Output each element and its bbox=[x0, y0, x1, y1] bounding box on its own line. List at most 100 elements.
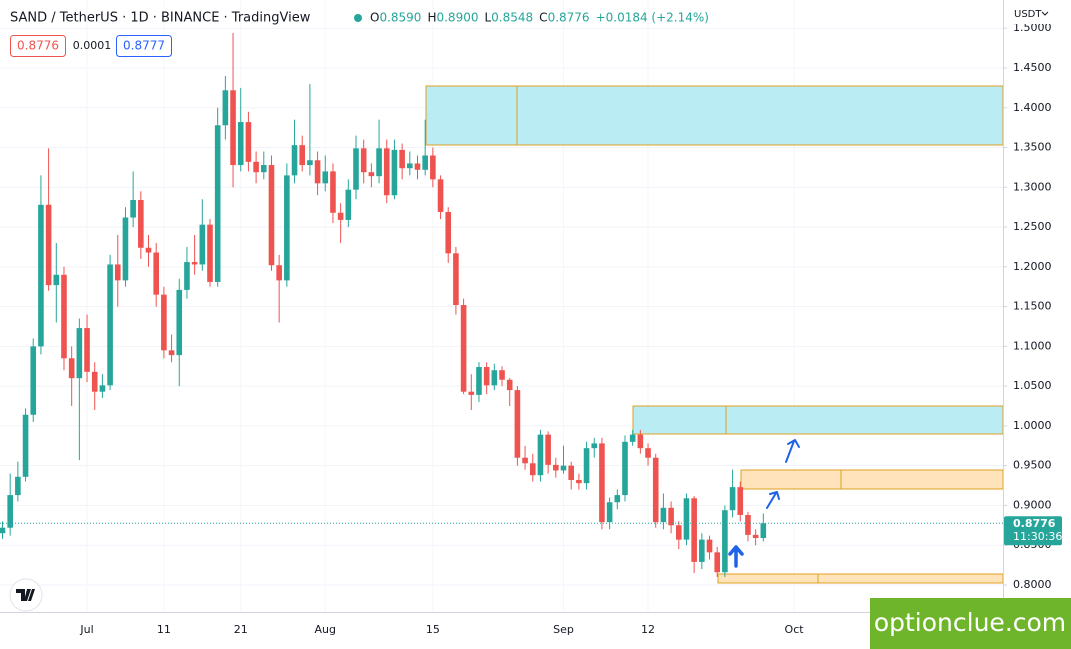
candle-body bbox=[207, 224, 213, 282]
candle-body bbox=[176, 289, 183, 356]
up-arrow bbox=[785, 439, 800, 463]
candle-body bbox=[15, 476, 21, 496]
candle-body bbox=[506, 379, 513, 391]
candle-body bbox=[660, 507, 667, 523]
candle-body bbox=[691, 498, 697, 562]
candle-body bbox=[553, 464, 559, 471]
sell-badge[interactable] bbox=[10, 35, 66, 57]
candle-body bbox=[61, 274, 67, 359]
candle-body bbox=[291, 145, 298, 176]
supply-zone bbox=[425, 85, 1004, 146]
candle-body bbox=[491, 370, 498, 386]
candle-body bbox=[376, 148, 382, 177]
candle-body bbox=[314, 160, 321, 184]
candle-body bbox=[430, 155, 436, 180]
y-tick-label: 1.4500 bbox=[1013, 61, 1052, 74]
candle-body bbox=[122, 217, 129, 281]
zones bbox=[425, 85, 1004, 584]
spread: 0.0001 bbox=[73, 39, 112, 52]
candle-body bbox=[437, 179, 444, 212]
candle-body bbox=[407, 163, 413, 169]
candle-body bbox=[284, 175, 290, 281]
candle-body bbox=[745, 514, 751, 535]
candle-body bbox=[545, 434, 551, 465]
y-tick-label: 1.0000 bbox=[1013, 419, 1052, 432]
candle-body bbox=[499, 370, 505, 380]
ohlc-value: 0.8590 bbox=[379, 11, 421, 25]
x-tick-label: 11 bbox=[157, 623, 171, 636]
candle-body bbox=[184, 262, 190, 290]
candle-body bbox=[168, 350, 175, 356]
candle-body bbox=[683, 498, 690, 540]
x-tick-label: 21 bbox=[234, 623, 248, 636]
y-tick-label: 1.2500 bbox=[1013, 220, 1052, 233]
candle-body bbox=[38, 204, 44, 347]
y-tick-label: 1.0500 bbox=[1013, 379, 1052, 392]
candle-body bbox=[622, 441, 628, 496]
candle-body bbox=[675, 525, 682, 540]
candle-body bbox=[383, 148, 390, 196]
candle-body bbox=[522, 457, 528, 464]
candle-body bbox=[253, 161, 259, 173]
candle-body bbox=[606, 502, 613, 523]
chevron[interactable] bbox=[1041, 11, 1049, 16]
grid bbox=[0, 27, 1003, 586]
candle-body bbox=[752, 534, 759, 539]
candle-body bbox=[560, 465, 567, 471]
candle-body bbox=[76, 328, 83, 379]
annotations bbox=[728, 439, 800, 568]
chart-title: SAND / TetherUS · 1D · BINANCE · Trading… bbox=[10, 11, 311, 26]
candle-body bbox=[353, 148, 359, 190]
candle-body bbox=[652, 457, 659, 523]
candle-body bbox=[237, 122, 244, 166]
y-tick-label: 1.5000 bbox=[1013, 21, 1052, 34]
ohlc-value: 0.8776 bbox=[548, 11, 590, 25]
buy-badge[interactable] bbox=[116, 35, 172, 57]
candle-body bbox=[714, 552, 721, 573]
candle-body bbox=[645, 448, 651, 458]
demand-zone bbox=[740, 469, 1004, 490]
candle-body bbox=[268, 165, 275, 266]
supply-zone bbox=[632, 405, 1004, 435]
currency[interactable]: USDT bbox=[1014, 9, 1042, 20]
x-axis: Jul 11 21 Aug 15 Sep 12 Oct bbox=[79, 623, 804, 636]
candle-body bbox=[276, 265, 282, 281]
candle-body bbox=[699, 539, 705, 562]
candle-body bbox=[68, 358, 75, 379]
candle-body bbox=[345, 189, 352, 220]
status-dot bbox=[354, 14, 362, 22]
candle-body bbox=[53, 274, 60, 286]
x-tick-label: Oct bbox=[785, 623, 805, 636]
candle-body bbox=[22, 414, 29, 477]
countdown: 11:30:36 bbox=[1013, 530, 1062, 543]
currency-box bbox=[1005, 4, 1069, 24]
candle-body bbox=[153, 252, 159, 295]
candle-body bbox=[453, 253, 459, 306]
candle-body bbox=[614, 495, 621, 503]
candle-body bbox=[445, 211, 452, 254]
candle-body bbox=[7, 495, 13, 528]
watermark-box bbox=[870, 598, 1071, 649]
y-tick-label: 1.3500 bbox=[1013, 141, 1052, 154]
y-tick-label: 0.9500 bbox=[1013, 459, 1052, 472]
candle-body bbox=[591, 443, 598, 449]
candle-body bbox=[599, 443, 605, 523]
ohlc-legend: O 0.8590 H 0.8900 L 0.8548 C 0.8776 +0.0184 (+2.… bbox=[370, 11, 709, 25]
candle-body bbox=[199, 224, 206, 265]
up-arrow bbox=[766, 491, 780, 509]
candle-body bbox=[460, 305, 467, 392]
candle-body bbox=[637, 434, 644, 449]
candle-body bbox=[307, 160, 313, 166]
candle-body bbox=[706, 539, 713, 553]
candle-body bbox=[368, 172, 375, 177]
candle-body bbox=[191, 262, 198, 265]
candle-body bbox=[568, 465, 574, 480]
candle-body bbox=[537, 434, 544, 476]
ohlc-key: H bbox=[427, 11, 436, 25]
buy-price[interactable]: 0.8777 bbox=[123, 39, 165, 53]
candle-body bbox=[337, 212, 344, 220]
sell-price[interactable]: 0.8776 bbox=[17, 39, 59, 53]
x-tick-label: Jul bbox=[79, 623, 93, 636]
candle-body bbox=[360, 148, 367, 173]
candle-body bbox=[514, 390, 521, 458]
